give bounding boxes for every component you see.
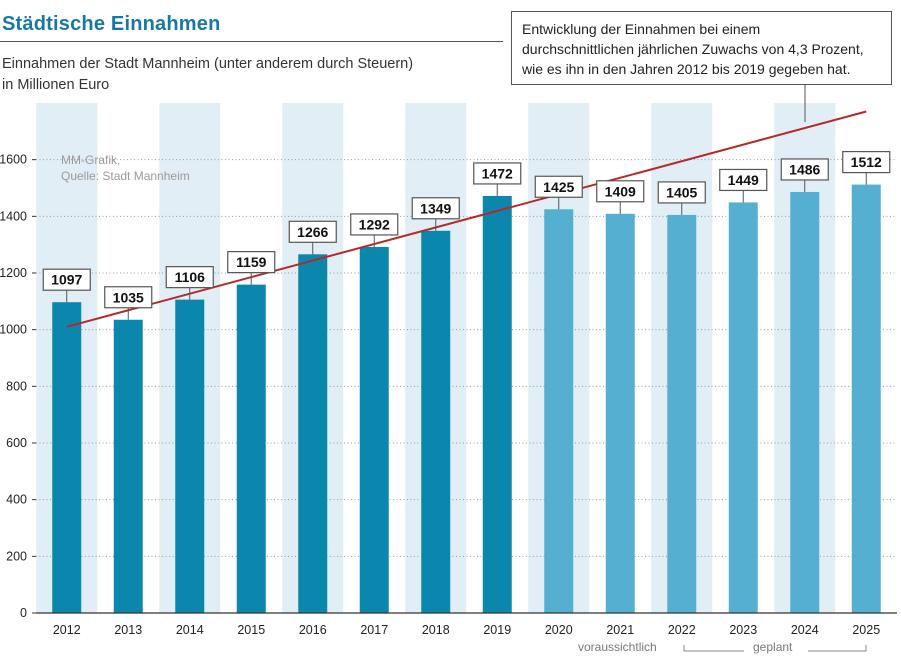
x-tick-label-2022: 2022 [668,623,696,637]
y-tick-label-0: 0 [20,606,27,620]
trend-line [66,110,867,328]
planned-group-label: geplant [753,640,793,654]
value-label-2021: 1409 [605,183,636,199]
value-box-2014 [165,266,214,289]
x-tick-label-2016: 2016 [299,623,327,637]
y-tick-label-1400: 1400 [0,209,27,223]
source-line-2: Quelle: Stadt Mannheim [61,169,190,183]
bar-2018 [421,230,451,614]
value-label-2019: 1472 [482,165,513,181]
bar-2024 [790,191,820,613]
x-tick-label-2024: 2024 [791,623,819,637]
x-tick-label-2019: 2019 [483,623,511,637]
value-label-2015: 1159 [236,254,267,270]
bar-2013 [113,319,143,613]
bar-2014 [175,299,205,613]
annotation-line-2: durchschnittlichen jährlichen Zuwachs vo… [522,41,864,57]
value-box-2023 [719,168,768,192]
value-label-2018: 1349 [420,200,451,216]
value-box-2017 [350,213,399,236]
value-box-2020 [534,175,583,198]
bars [52,184,881,614]
y-tick-label-1600: 1600 [0,153,27,167]
chart-subtitle-line-2: in Millionen Euro [2,77,110,93]
source-line-1: MM-Grafik, [61,153,120,167]
annotation-line-1: Entwicklung der Einnahmen bei einem [522,21,761,37]
x-tick-label-2018: 2018 [422,623,450,637]
y-tick-label-800: 800 [6,379,27,393]
bar-2015 [236,284,266,613]
x-tick-label-2015: 2015 [237,623,265,637]
value-box-2021 [596,180,645,203]
value-label-2017: 1292 [359,216,390,232]
x-tick-label-2020: 2020 [545,623,573,637]
annotation-line-3: wie es ihn in den Jahren 2012 bis 2019 g… [522,61,851,77]
value-box-2018 [411,197,460,220]
trend-annotation-box: Entwicklung der Einnahmen bei einem durc… [511,11,892,85]
bar-2022 [667,214,697,613]
bar-2019 [482,195,512,613]
value-box-2012 [42,268,91,291]
y-tick-label-1000: 1000 [0,323,27,337]
planned-bracket-left [683,645,744,652]
value-box-2019 [473,162,522,185]
value-label-2024: 1486 [789,161,820,177]
expected-group-label: voraussichtlich [578,640,657,654]
y-tick-label-200: 200 [6,549,27,563]
value-box-2024 [780,158,829,181]
source-note: MM-Grafik, Quelle: Stadt Mannheim [61,153,190,183]
value-label-2016: 1266 [297,224,328,240]
value-label-2025: 1512 [851,154,882,170]
value-label-2012: 1097 [51,272,82,288]
x-tick-label-2017: 2017 [360,623,388,637]
value-label-2020: 1425 [543,179,574,195]
bar-2021 [605,213,635,614]
value-box-2022 [657,181,706,204]
value-box-2016 [288,220,337,243]
bar-2012 [52,302,82,613]
value-label-2022: 1405 [666,184,697,200]
value-box-2013 [104,286,153,309]
y-tick-label-1200: 1200 [0,266,27,280]
x-tick-label-2012: 2012 [53,623,81,637]
planned-bracket-right [808,645,867,652]
bar-2023 [728,202,758,613]
chart-title: Städtische Einnahmen [2,13,221,35]
bar-2016 [298,254,328,614]
value-labels: 1097 1035 1106 1159 1266 1292 1349 1472 1425 1409… [42,151,891,320]
bar-2020 [544,209,574,613]
value-label-2013: 1035 [113,289,144,305]
value-label-2014: 1106 [175,269,206,285]
x-tick-label-2025: 2025 [852,623,880,637]
chart-subtitle-line-1: Einnahmen der Stadt Mannheim (unter ande… [2,56,414,72]
x-tick-label-2014: 2014 [176,623,204,637]
bar-2025 [851,184,881,613]
axes: 0 200 400 600 800 1000 1200 1400 1600 2012 2013 201… [0,153,897,637]
title-divider [0,41,503,42]
x-tick-label-2021: 2021 [606,623,634,637]
bar-2017 [359,246,389,613]
value-box-2025 [842,151,891,174]
value-box-2015 [227,251,276,274]
x-tick-label-2013: 2013 [114,623,142,637]
value-label-2023: 1449 [728,172,759,188]
trend-line-group [66,85,867,328]
group-labels: voraussichtlich geplant [578,640,867,654]
x-tick-label-2023: 2023 [729,623,757,637]
y-tick-label-400: 400 [6,493,27,507]
y-tick-label-600: 600 [6,436,27,450]
